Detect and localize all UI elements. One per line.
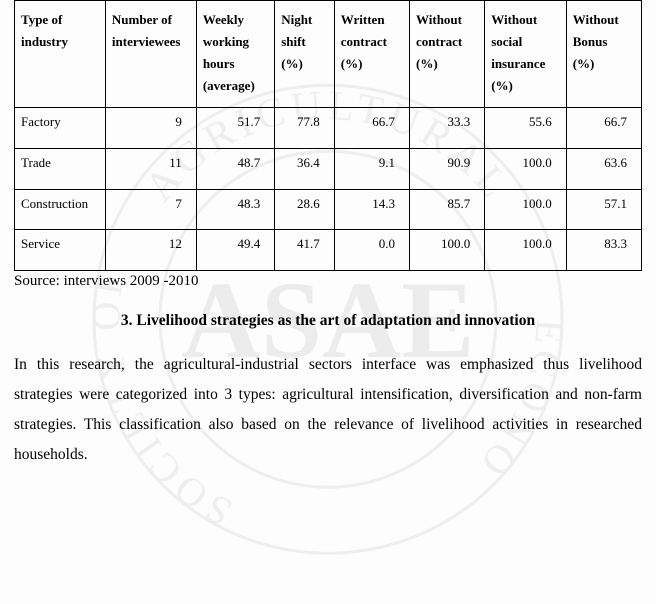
cell-written: 0.0	[334, 230, 409, 271]
cell-industry: Service	[15, 230, 106, 271]
cell-nobonus: 63.6	[566, 148, 641, 189]
cell-night: 77.8	[275, 108, 335, 149]
header-without-insurance: Without social insurance (%)	[485, 1, 567, 108]
table-row: Service 12 49.4 41.7 0.0 100.0 100.0 83.…	[15, 230, 642, 271]
header-industry: Type of industry	[15, 1, 106, 108]
industry-table: Type of industry Number of interviewees …	[14, 0, 642, 271]
cell-nocontract: 33.3	[409, 108, 484, 149]
cell-industry: Construction	[15, 189, 106, 230]
cell-industry: Trade	[15, 148, 106, 189]
cell-n: 11	[105, 148, 196, 189]
table-body: Factory 9 51.7 77.8 66.7 33.3 55.6 66.7 …	[15, 108, 642, 270]
cell-night: 36.4	[275, 148, 335, 189]
header-without-bonus: Without Bonus (%)	[566, 1, 641, 108]
cell-n: 12	[105, 230, 196, 271]
cell-noins: 100.0	[485, 148, 567, 189]
source-line: Source: interviews 2009 -2010	[14, 273, 642, 290]
cell-hours: 48.7	[196, 148, 274, 189]
header-interviewees: Number of interviewees	[105, 1, 196, 108]
cell-noins: 100.0	[485, 230, 567, 271]
cell-nocontract: 100.0	[409, 230, 484, 271]
cell-hours: 49.4	[196, 230, 274, 271]
header-hours: Weekly working hours (average)	[196, 1, 274, 108]
cell-industry: Factory	[15, 108, 106, 149]
cell-hours: 48.3	[196, 189, 274, 230]
cell-night: 28.6	[275, 189, 335, 230]
cell-night: 41.7	[275, 230, 335, 271]
cell-n: 9	[105, 108, 196, 149]
cell-noins: 100.0	[485, 189, 567, 230]
section-title: 3. Livelihood strategies as the art of a…	[14, 312, 642, 330]
cell-nocontract: 85.7	[409, 189, 484, 230]
table-header-row: Type of industry Number of interviewees …	[15, 1, 642, 108]
header-without-contract: Without contract (%)	[409, 1, 484, 108]
cell-n: 7	[105, 189, 196, 230]
cell-noins: 55.6	[485, 108, 567, 149]
header-written-contract: Written contract (%)	[334, 1, 409, 108]
cell-written: 14.3	[334, 189, 409, 230]
header-night-shift: Night shift (%)	[275, 1, 335, 108]
table-row: Construction 7 48.3 28.6 14.3 85.7 100.0…	[15, 189, 642, 230]
cell-nobonus: 57.1	[566, 189, 641, 230]
cell-written: 66.7	[334, 108, 409, 149]
cell-written: 9.1	[334, 148, 409, 189]
cell-nocontract: 90.9	[409, 148, 484, 189]
table-row: Factory 9 51.7 77.8 66.7 33.3 55.6 66.7	[15, 108, 642, 149]
cell-hours: 51.7	[196, 108, 274, 149]
cell-nobonus: 66.7	[566, 108, 641, 149]
body-paragraph: In this research, the agricultural-indus…	[14, 350, 642, 471]
cell-nobonus: 83.3	[566, 230, 641, 271]
table-row: Trade 11 48.7 36.4 9.1 90.9 100.0 63.6	[15, 148, 642, 189]
document-content: Type of industry Number of interviewees …	[0, 0, 656, 471]
